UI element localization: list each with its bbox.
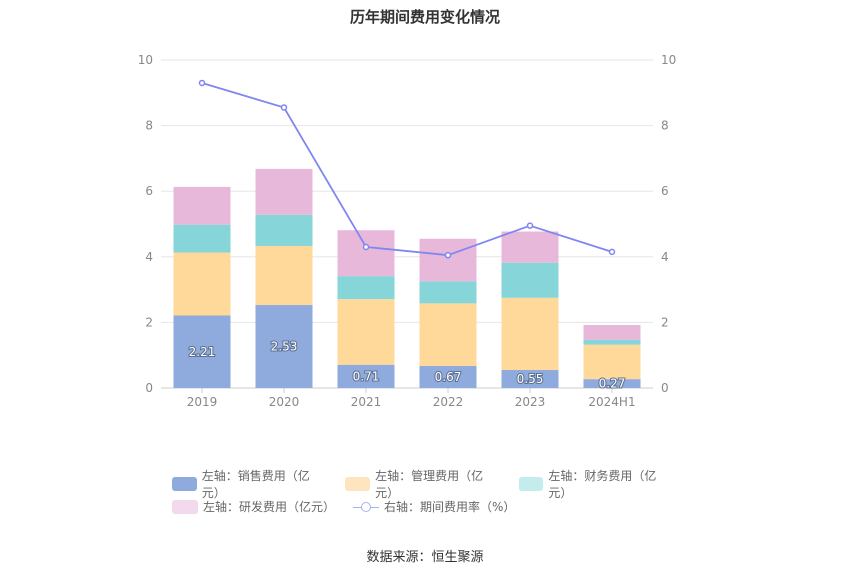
bar-segment <box>337 299 395 365</box>
bar-data-label: 0.27 <box>599 377 626 391</box>
bar-segment <box>173 252 231 316</box>
y-left-tick-label: 2 <box>145 315 153 329</box>
bar-data-label: 0.71 <box>353 369 380 383</box>
bar-segment <box>419 366 477 388</box>
legend-swatch-finance <box>518 476 544 491</box>
legend: 左轴：销售费用（亿元） 左轴：管理费用（亿元） 左轴：财务费用（亿元） 左轴：研… <box>172 469 692 518</box>
bar-segment <box>501 231 559 263</box>
legend-item-sales[interactable]: 左轴：销售费用（亿元） <box>172 467 327 501</box>
legend-item-rate[interactable]: 右轴：期间费用率（%） <box>353 498 515 515</box>
bar-segment <box>583 339 641 345</box>
y-right-tick-label: 4 <box>661 250 669 264</box>
x-tick-label: 2023 <box>515 395 546 409</box>
y-right-tick-label: 8 <box>661 119 669 133</box>
bar-segment <box>419 281 477 304</box>
x-tick-label: 2021 <box>351 395 382 409</box>
x-tick-label: 2020 <box>269 395 300 409</box>
legend-item-finance[interactable]: 左轴：财务费用（亿元） <box>518 467 674 501</box>
y-right-tick-label: 10 <box>661 53 676 67</box>
bar-segment <box>337 230 395 277</box>
bar-segment <box>501 262 559 298</box>
y-right-tick-label: 2 <box>661 315 669 329</box>
bar-segment <box>501 297 559 370</box>
rate-point <box>280 104 288 111</box>
legend-swatch-rd <box>172 499 198 514</box>
bar-segment <box>583 379 641 388</box>
bar-segment <box>255 214 313 246</box>
data-source: 数据来源：恒生聚源 <box>366 550 484 565</box>
y-left-tick-label: 10 <box>138 53 153 67</box>
rate-point <box>198 79 206 87</box>
bar-data-label: 2.21 <box>189 345 216 359</box>
bar-segment <box>255 245 313 306</box>
bar-segment <box>583 344 641 380</box>
bar-segment <box>501 369 559 388</box>
x-tick-label: 2022 <box>433 395 464 409</box>
y-right-tick-label: 6 <box>661 184 669 198</box>
bar-segment <box>419 303 477 367</box>
bar-data-label: 2.53 <box>271 340 298 354</box>
bar-segment <box>255 305 313 388</box>
rate-point <box>526 222 534 229</box>
legend-swatch-sales <box>172 476 197 491</box>
legend-label-sales: 左轴：销售费用（亿元） <box>201 468 310 500</box>
y-left-tick-label: 6 <box>145 184 153 198</box>
legend-line-icon <box>353 500 380 514</box>
bar-segment <box>173 315 231 388</box>
y-left-tick-label: 4 <box>145 250 153 264</box>
rate-point <box>608 248 616 256</box>
rate-point <box>362 243 370 251</box>
bar-segment <box>337 276 395 300</box>
y-right-tick-label: 0 <box>661 381 669 395</box>
bar-segment <box>419 238 477 282</box>
x-tick-label: 2024H1 <box>588 395 635 409</box>
legend-label-finance: 左轴：财务费用（亿元） <box>548 468 657 500</box>
bar-segment <box>173 186 231 225</box>
legend-label-rate: 右轴：期间费用率（%） <box>384 500 516 514</box>
bar-segment <box>583 325 641 340</box>
legend-label-rd: 左轴：研发费用（亿元） <box>203 500 336 514</box>
bar-segment <box>173 224 231 253</box>
legend-label-admin: 左轴：管理费用（亿元） <box>375 468 484 500</box>
legend-item-rd[interactable]: 左轴：研发费用（亿元） <box>172 498 335 515</box>
x-tick-label: 2019 <box>187 395 218 409</box>
bar-segment <box>337 364 395 388</box>
rate-point <box>444 251 452 259</box>
bar-segment <box>255 168 313 215</box>
rate-line <box>201 82 613 257</box>
y-left-tick-label: 8 <box>145 119 153 133</box>
y-left-tick-label: 0 <box>145 381 153 395</box>
legend-item-admin[interactable]: 左轴：管理费用（亿元） <box>345 467 500 501</box>
chart-title: 历年期间费用变化情况 <box>349 8 500 26</box>
bar-data-label: 0.67 <box>435 370 462 384</box>
bar-data-label: 0.55 <box>517 372 544 386</box>
legend-swatch-admin <box>345 476 371 491</box>
